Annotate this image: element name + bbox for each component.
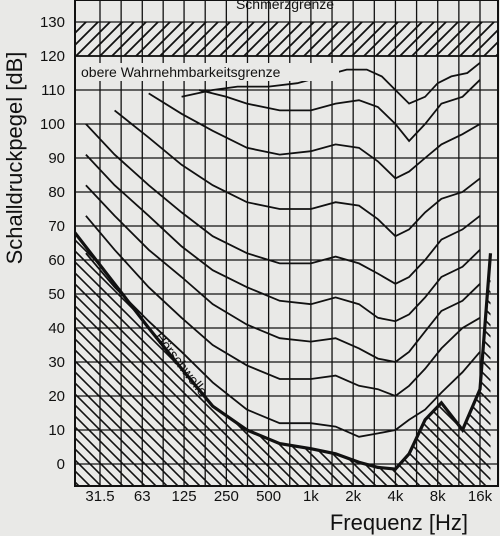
y-tick-120: 120 — [40, 48, 65, 65]
pain-band-fill — [75, 22, 498, 56]
x-tick-125: 125 — [172, 488, 197, 505]
x-tick-4k: 4k — [388, 488, 404, 505]
loudness-curve-5 — [85, 123, 481, 285]
x-tick-63: 63 — [134, 488, 151, 505]
y-tick-10: 10 — [48, 422, 65, 439]
loudness-curve-7 — [148, 92, 481, 180]
pain-threshold-label: Schmerzgrenze — [236, 0, 334, 12]
loudness-curve-6 — [114, 109, 481, 238]
y-tick-0: 0 — [57, 456, 65, 473]
loudness-curve-1 — [85, 252, 481, 438]
y-tick-labels: 0 10 20 30 40 50 60 70 80 90 100 110 120 130 — [40, 14, 65, 473]
y-tick-50: 50 — [48, 286, 65, 303]
loudness-curve-8 — [198, 79, 481, 143]
upper-limit-label-bg — [77, 63, 339, 81]
x-tick-250: 250 — [214, 488, 239, 505]
hatch-layer — [75, 22, 498, 486]
loudness-curve-9 — [181, 62, 481, 105]
curve-layer — [75, 62, 493, 471]
x-tick-31.5: 31.5 — [85, 488, 114, 505]
y-axis-title: Schalldruckpegel [dB] — [2, 52, 27, 265]
y-tick-80: 80 — [48, 184, 65, 201]
loudness-curve-2 — [85, 215, 481, 398]
x-tick-labels: 31.5 63 125 250 500 1k 2k 4k 8k 16k — [85, 488, 492, 505]
y-tick-100: 100 — [40, 116, 65, 133]
plot-frame — [74, 0, 499, 487]
x-tick-2k: 2k — [345, 488, 361, 505]
loudness-curve-4 — [85, 153, 481, 323]
loudness-curve-3 — [85, 184, 481, 363]
y-tick-130: 130 — [40, 14, 65, 31]
hearing-threshold-curve — [75, 230, 493, 471]
x-tick-8k: 8k — [430, 488, 446, 505]
y-tick-90: 90 — [48, 150, 65, 167]
y-tick-20: 20 — [48, 388, 65, 405]
y-tick-70: 70 — [48, 218, 65, 235]
below-threshold-fill — [75, 232, 491, 486]
y-tick-110: 110 — [41, 82, 65, 99]
y-tick-60: 60 — [48, 252, 65, 269]
x-tick-16k: 16k — [468, 488, 493, 505]
x-tick-1k: 1k — [303, 488, 319, 505]
y-tick-30: 30 — [48, 354, 65, 371]
upper-limit-label: obere Wahrnehmbarkeitsgrenze — [81, 64, 281, 80]
x-axis-title: Frequenz [Hz] — [330, 510, 468, 535]
y-tick-40: 40 — [48, 320, 65, 337]
x-tick-500: 500 — [256, 488, 281, 505]
